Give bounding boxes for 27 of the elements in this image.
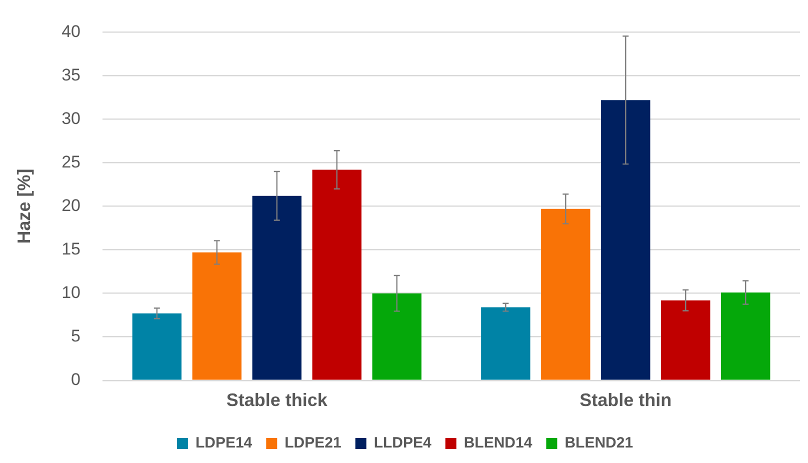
legend-label: LDPE14 <box>195 434 253 452</box>
y-tick-label: 30 <box>62 108 81 128</box>
y-tick-label: 20 <box>62 196 81 215</box>
bar <box>132 313 182 380</box>
y-tick-label: 40 <box>62 22 81 41</box>
y-tick-label: 5 <box>71 326 81 346</box>
y-tick-label: 15 <box>62 240 81 259</box>
y-tick-label: 10 <box>62 283 81 302</box>
bar <box>661 300 710 380</box>
legend-label: BLEND14 <box>464 434 533 452</box>
y-axis-title: Haze [%] <box>14 168 34 244</box>
bar <box>601 100 650 380</box>
bar <box>541 208 590 380</box>
bar <box>252 196 302 380</box>
x-tick-label: Stable thick <box>226 390 328 410</box>
legend-label: LLDPE4 <box>374 434 432 452</box>
bar <box>372 293 422 380</box>
bar <box>481 307 530 380</box>
legend-label: LDPE21 <box>284 434 342 452</box>
legend-label: BLEND21 <box>564 434 634 452</box>
bar <box>192 252 242 380</box>
y-tick-label: 25 <box>62 152 81 172</box>
y-tick-label: 0 <box>71 370 81 390</box>
bar <box>721 292 770 380</box>
bar <box>312 170 362 380</box>
x-tick-label: Stable thin <box>580 390 672 410</box>
y-tick-label: 35 <box>62 65 81 84</box>
